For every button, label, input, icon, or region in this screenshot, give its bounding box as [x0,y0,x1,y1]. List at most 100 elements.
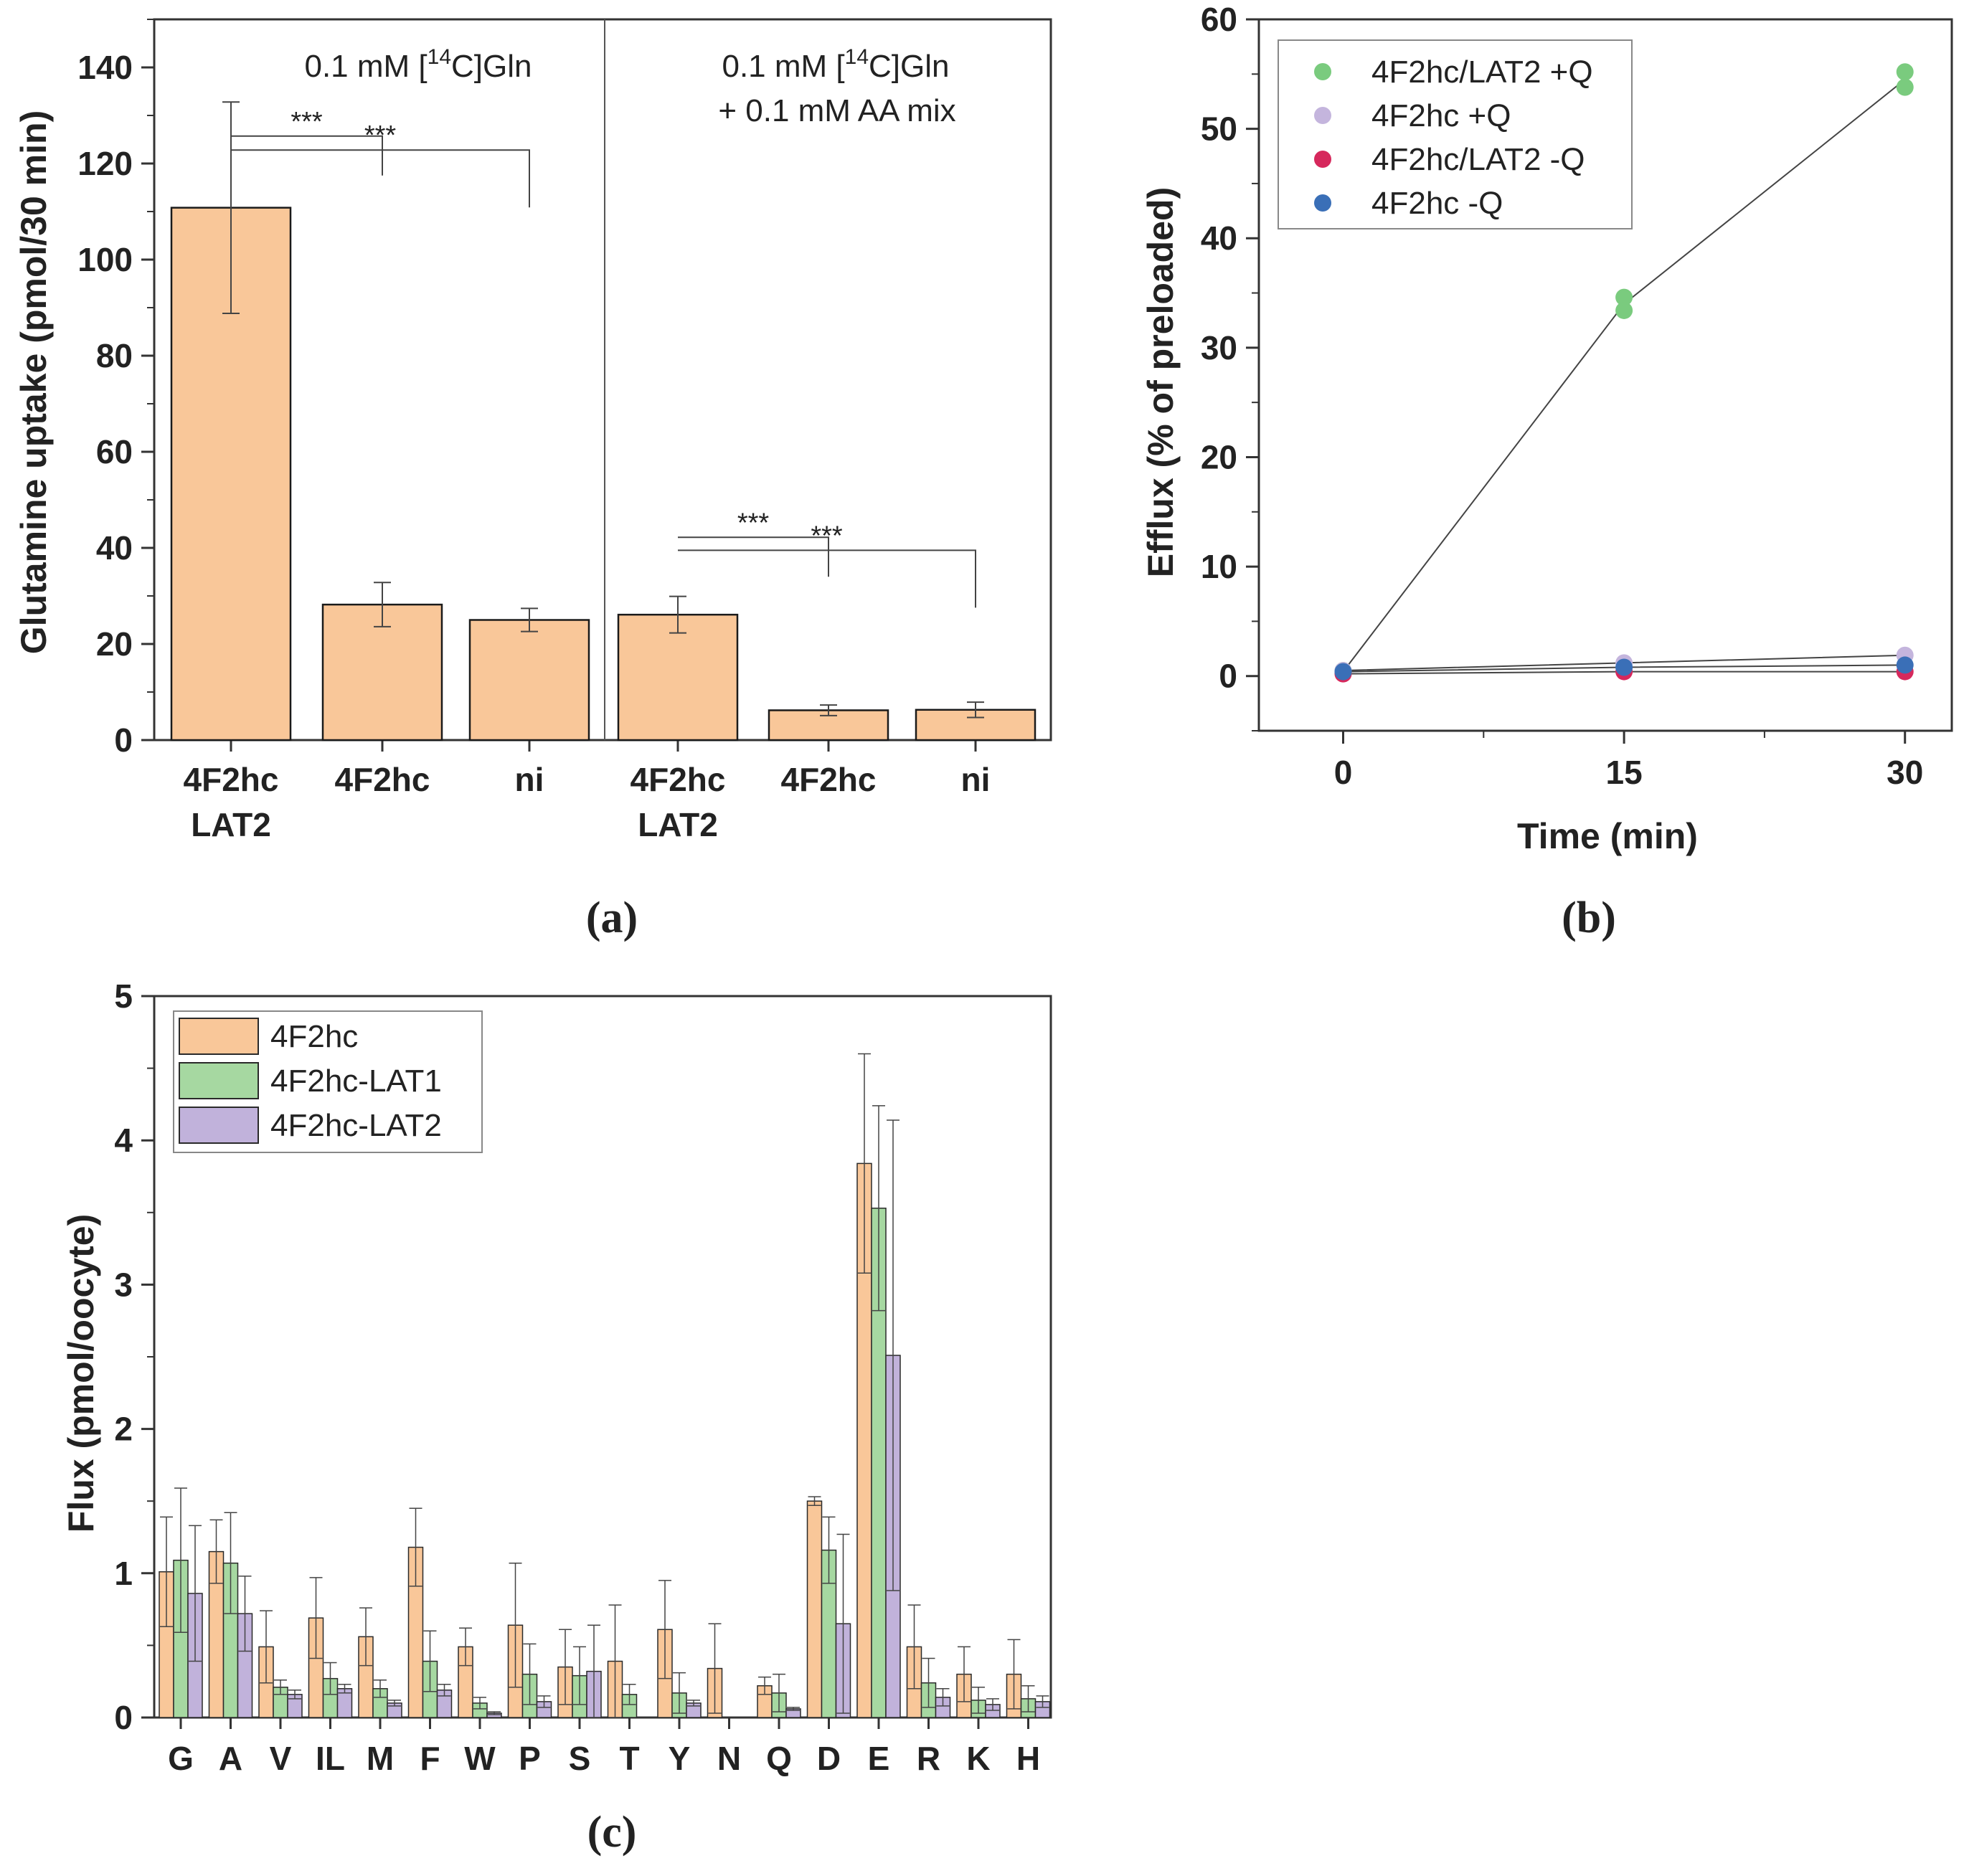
y-tick-label: 0 [114,721,133,759]
significance-bracket [678,549,976,608]
y-tick-label: 60 [96,433,133,470]
x-category-label: LAT2 [638,806,718,843]
x-category-label: W [464,1740,496,1777]
y-tick-label: 120 [77,145,133,182]
y-tick-label: 80 [96,337,133,374]
bar [468,619,590,742]
x-category-label: P [519,1740,541,1777]
panel-a-letter: (a) [586,894,638,942]
x-category-label: LAT2 [191,806,271,843]
legend-label: 4F2hc/LAT2 +Q [1371,55,1593,90]
x-category-label: 4F2hc [184,761,279,798]
y-tick-label: 0 [1219,658,1237,695]
x-tick-label: 15 [1606,754,1643,791]
x-category-label: Q [766,1740,792,1777]
legend-label: 4F2hc +Q [1371,98,1511,133]
x-category-label: M [367,1740,394,1777]
data-point [1896,656,1914,674]
panel-a-condition-2-line2: + 0.1 mM AA mix [718,93,955,128]
plot-frame [153,18,1052,742]
legend-label: 4F2hc/LAT2 -Q [1371,142,1585,177]
x-category-label: V [270,1740,292,1777]
legend: 4F2hc 4F2hc-LAT1 4F2hc-LAT2 [173,1010,483,1153]
legend-label: 4F2hc-LAT1 [270,1063,442,1099]
x-category-label: F [420,1740,440,1777]
x-category-label: 4F2hc [781,761,877,798]
significance-bracket [231,135,383,176]
x-category-label: K [966,1740,990,1777]
y-tick-label: 40 [96,529,133,567]
significance-label: *** [737,508,770,538]
panel-c-chart: 0 1 2 3 4 5 G A V IL M F W P S T Y N Q D E R K H 4F2hc 4F2hc-LAT1… [114,977,1052,1777]
x-category-label: S [569,1740,591,1777]
data-point [1896,63,1914,81]
x-category-label: ni [515,761,544,798]
data-point [1615,658,1633,676]
data-point [1615,301,1633,319]
x-category-label: E [868,1740,890,1777]
legend: 4F2hc/LAT2 +Q 4F2hc +Q 4F2hc/LAT2 -Q 4F2hc … [1278,39,1633,229]
y-tick-label: 20 [1201,438,1237,475]
y-tick-label: 3 [114,1266,133,1303]
x-category-label: G [168,1740,194,1777]
y-tick-label: 2 [114,1411,133,1448]
panel-c-ylabel: Flux (pmol/oocyte) [61,1214,101,1532]
legend-marker [1314,63,1331,80]
panel-b-xlabel: Time (min) [1517,816,1698,856]
x-category-label: 4F2hc [631,761,726,798]
panel-c-letter: (c) [587,1808,637,1857]
legend-label: 4F2hc-LAT2 [270,1108,442,1143]
legend-frame [1278,39,1633,229]
x-category-label: A [219,1740,242,1777]
significance-label: *** [291,107,323,137]
panel-a-chart: 0 20 40 60 80 100 120 140 4F2hc LAT2 4F2hc ni 4F2hc L… [77,18,1052,843]
bar [806,1500,823,1718]
x-tick-label: 0 [1334,754,1353,791]
significance-label: *** [811,521,843,551]
x-category-label: T [619,1740,639,1777]
y-tick-label: 100 [77,241,133,278]
x-category-label: ni [961,761,991,798]
panel-a-condition-2: 0.1 mM [14C]Gln [722,45,949,84]
legend-swatch [179,1062,259,1099]
y-tick-label: 0 [114,1699,133,1736]
y-tick-label: 1 [114,1555,133,1592]
data-point [1334,663,1352,681]
legend-marker [1314,194,1331,212]
y-tick-label: 50 [1201,110,1237,148]
y-tick-label: 10 [1201,548,1237,585]
x-category-label: R [917,1740,940,1777]
x-category-label: H [1016,1740,1040,1777]
x-category-label: 4F2hc [335,761,430,798]
x-category-label: D [817,1740,841,1777]
x-category-label: IL [316,1740,345,1777]
panel-a-ylabel: Glutamine uptake (pmol/30 min) [14,110,54,654]
y-tick-label: 30 [1201,329,1237,366]
y-tick-label: 5 [114,977,133,1015]
x-category-label: Y [669,1740,691,1777]
panel-a-condition-1: 0.1 mM [14C]Gln [304,45,532,84]
y-tick-label: 40 [1201,219,1237,257]
legend-swatch [179,1018,259,1055]
data-point [1615,288,1633,306]
significance-bracket [231,149,530,208]
y-tick-label: 60 [1201,1,1237,38]
significance-bracket [678,536,829,577]
panel-b-letter: (b) [1562,894,1616,942]
y-tick-label: 140 [77,49,133,86]
legend-marker [1314,151,1331,168]
significance-label: *** [364,120,397,151]
x-category-label: N [717,1740,741,1777]
legend-swatch [179,1107,259,1144]
legend-label: 4F2hc -Q [1371,186,1503,221]
panel-b-ylabel: Efflux (% of preloaded) [1141,187,1181,577]
plot-frame [1257,18,1953,732]
y-tick-label: 4 [114,1122,133,1159]
data-point [1896,78,1914,96]
legend-marker [1314,107,1331,124]
legend-label: 4F2hc [270,1019,358,1054]
x-tick-label: 30 [1887,754,1923,791]
